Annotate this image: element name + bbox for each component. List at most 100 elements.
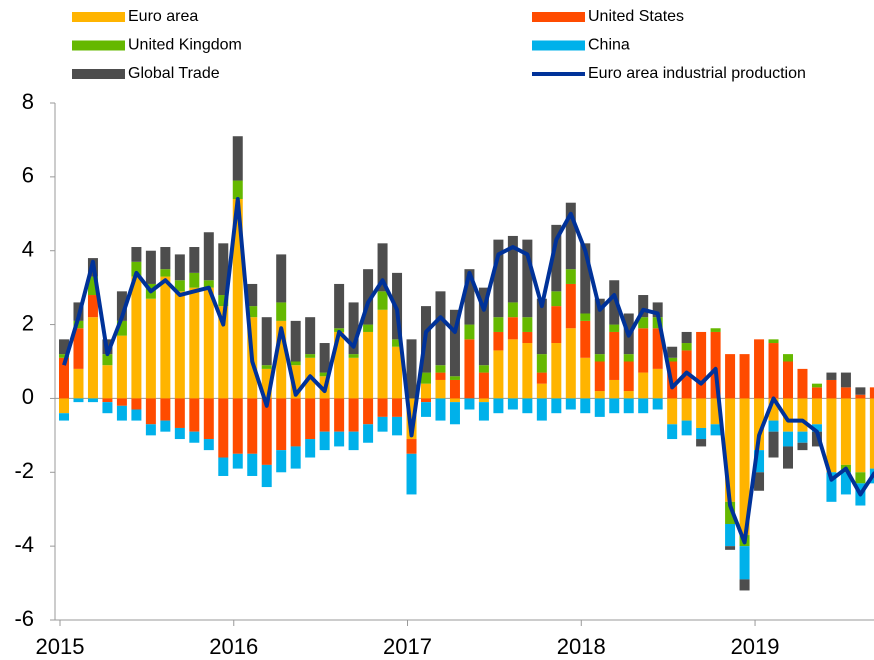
bar-segment: [145, 398, 156, 425]
bar-segment: [536, 372, 547, 384]
bar-segment: [725, 501, 736, 524]
bar-segment: [565, 202, 576, 270]
bar-segment: [855, 398, 866, 473]
bar-segment: [725, 354, 736, 399]
bar-segment: [102, 398, 113, 403]
bar-segment: [116, 320, 127, 336]
bar-segment: [681, 398, 692, 421]
bar-segment: [363, 424, 374, 443]
bar-segment: [348, 354, 359, 358]
bar-segment: [623, 361, 634, 392]
x-tick-label: 2019: [731, 634, 780, 659]
bar-segment: [203, 232, 214, 281]
bar-segment: [493, 350, 504, 399]
bar-segment: [464, 339, 475, 399]
bar-segment: [696, 398, 707, 428]
bar-segment: [754, 339, 765, 399]
bar-segment: [116, 335, 127, 399]
bar-segment: [840, 372, 851, 388]
bar-segment: [667, 357, 678, 362]
legend-label: United States: [588, 8, 684, 25]
x-tick-label: 2015: [36, 634, 85, 659]
bar-segment: [609, 280, 620, 325]
bar-segment: [290, 446, 301, 469]
bar-segment: [464, 269, 475, 325]
bar-segment: [797, 398, 808, 432]
y-tick-label: 2: [22, 310, 34, 335]
bar-segment: [696, 427, 707, 440]
y-tick-label: 8: [22, 89, 34, 114]
legend-swatch: [72, 69, 125, 79]
bar-segment: [232, 180, 243, 200]
legend-swatch: [532, 40, 585, 51]
bar-segment: [869, 387, 874, 399]
bar-segment: [392, 339, 403, 347]
y-tick-label: -2: [14, 458, 34, 483]
legend-swatch: [72, 12, 125, 22]
bar-segment: [594, 391, 605, 399]
bar-segment: [247, 306, 258, 318]
bar-segment: [218, 398, 229, 458]
bar-segment: [811, 398, 822, 425]
bar-segment: [493, 331, 504, 351]
bar-segment: [87, 295, 98, 318]
bar-segment: [87, 398, 98, 403]
line-series: [62, 197, 874, 545]
bar-segment: [435, 398, 446, 421]
bar-segment: [493, 239, 504, 318]
bar-segment: [232, 453, 243, 469]
bar-segment: [59, 339, 69, 355]
bar-segment: [73, 368, 84, 399]
bar-segment: [261, 464, 272, 488]
bar-segment: [768, 343, 779, 399]
x-tick-label: 2017: [383, 634, 432, 659]
bar-segment: [811, 424, 822, 432]
bar-segment: [102, 402, 113, 414]
y-tick-label: 4: [22, 237, 34, 262]
bar-segment: [189, 272, 200, 288]
bar-segment: [59, 357, 69, 399]
bar-segment: [551, 398, 562, 414]
bar-segment: [435, 372, 446, 380]
bar-segment: [580, 313, 591, 321]
bar-segment: [797, 442, 808, 451]
bar-segment: [363, 398, 374, 425]
bar-segment: [421, 402, 431, 417]
bar-segment: [261, 365, 272, 369]
bar-segment: [261, 398, 272, 465]
bar-segment: [377, 309, 388, 399]
legend-label: Euro area: [128, 8, 198, 25]
bar-segment: [507, 339, 518, 399]
bar-segment: [392, 346, 403, 399]
bar-segment: [811, 387, 822, 399]
bar-segment: [811, 431, 822, 447]
bar-segment: [507, 235, 518, 303]
bar-segment: [363, 331, 374, 399]
bar-segment: [174, 291, 185, 399]
bar-segment: [768, 398, 779, 421]
bar-segment: [478, 287, 489, 366]
bar-segment: [334, 331, 345, 399]
bar-segment: [276, 254, 287, 303]
bar-segment: [319, 372, 330, 377]
y-tick-label: -6: [14, 606, 34, 631]
bar-segment: [551, 291, 562, 307]
bar-segment: [580, 398, 591, 414]
bar-segment: [522, 317, 533, 332]
bar-segment: [478, 372, 489, 399]
bar-segment: [478, 402, 489, 421]
bar-segment: [536, 398, 547, 421]
bar-segment: [261, 317, 272, 366]
bar-segment: [160, 276, 171, 399]
bar-segment: [406, 453, 417, 495]
bar-segment: [580, 243, 591, 314]
bar-segment: [855, 394, 866, 399]
bar-segment: [681, 331, 692, 344]
bar-segment: [174, 254, 185, 281]
bar-segment: [421, 383, 431, 399]
bar-segment: [276, 320, 287, 399]
bar-segment: [305, 317, 316, 355]
bar-segment: [247, 283, 258, 307]
bar-segment: [609, 398, 620, 414]
